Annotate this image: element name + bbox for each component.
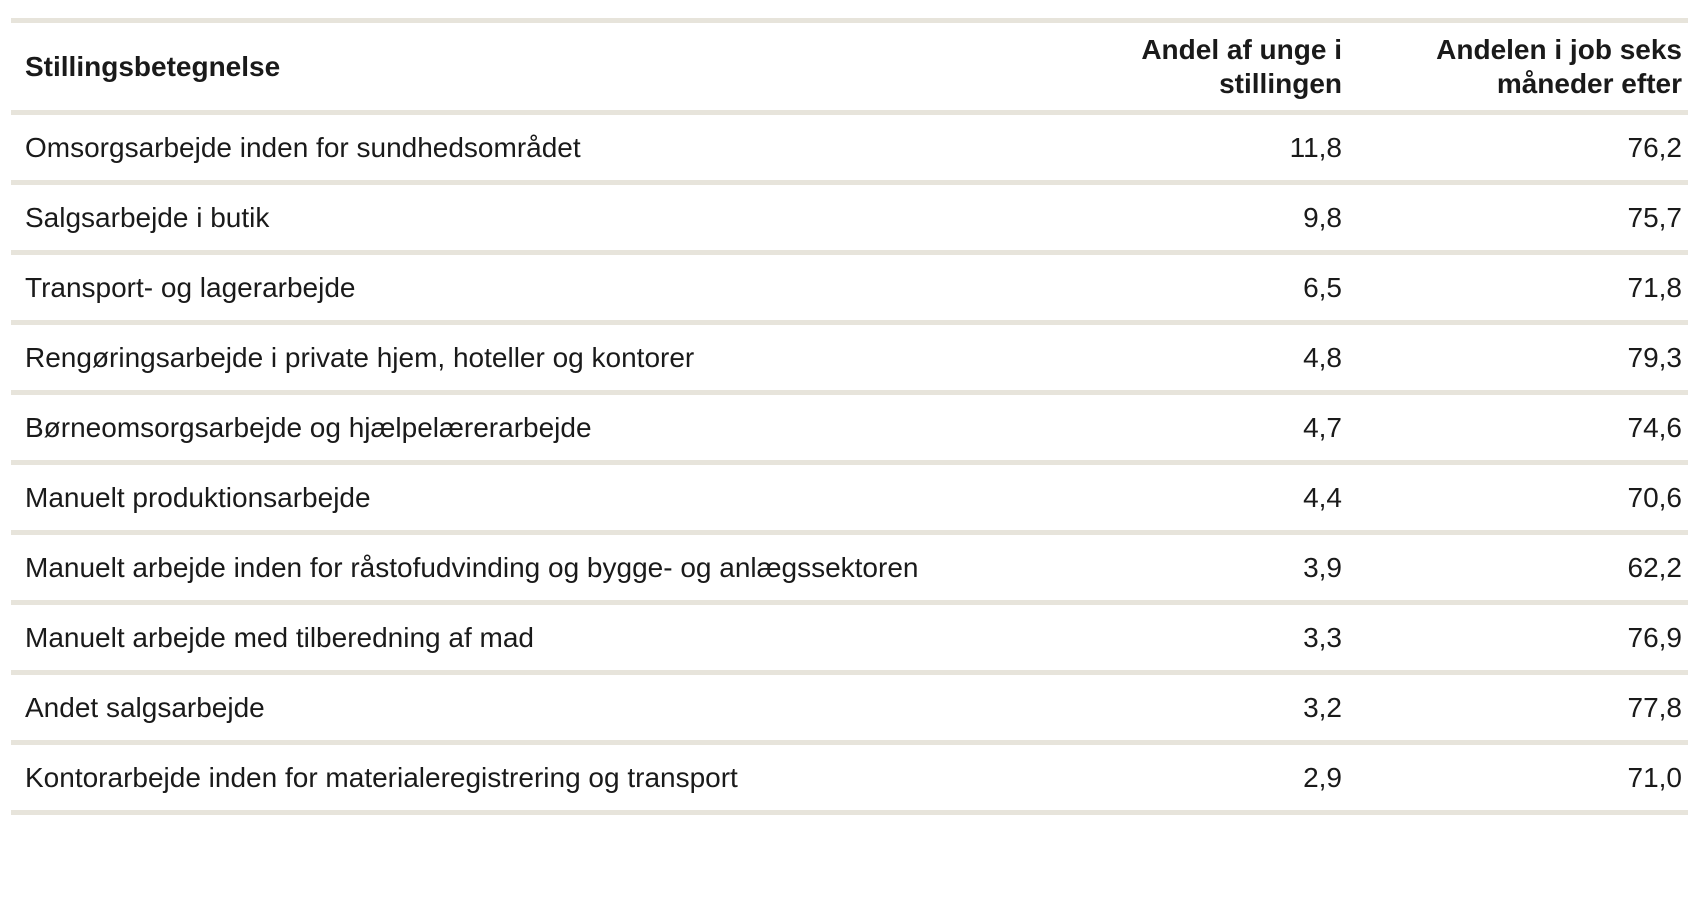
share-in-job-cell: 74,6	[1348, 392, 1688, 465]
column-header-label: Stillingsbetegnelse	[25, 50, 281, 82]
column-header-label-line1: Andel af unge i	[1141, 33, 1342, 65]
job-title-cell: Kontorarbejde inden for materialeregistr…	[11, 742, 1008, 815]
table-row: Omsorgsarbejde inden for sundhedsområdet…	[11, 112, 1688, 185]
table-header: Stillingsbetegnelse Andel af unge i stil…	[11, 20, 1688, 115]
share-of-youth-cell: 3,2	[1008, 672, 1348, 745]
table-row: Manuelt arbejde inden for råstofudvindin…	[11, 532, 1688, 605]
share-of-youth-cell: 2,9	[1008, 742, 1348, 815]
column-header-label-line2: måneder efter	[1496, 67, 1682, 99]
job-title-cell: Børneomsorgsarbejde og hjælpelærerarbejd…	[11, 392, 1008, 465]
header-row: Stillingsbetegnelse Andel af unge i stil…	[11, 20, 1688, 115]
share-of-youth-cell: 3,3	[1008, 602, 1348, 675]
job-title-cell: Manuelt arbejde inden for råstofudvindin…	[11, 532, 1008, 605]
table-row: Transport- og lagerarbejde 6,5 71,8	[11, 252, 1688, 325]
column-header-andel-af-unge: Andel af unge i stillingen	[1008, 20, 1348, 115]
column-header-stillingsbetegnelse: Stillingsbetegnelse	[11, 20, 1008, 115]
share-of-youth-cell: 4,8	[1008, 322, 1348, 395]
table-body: Omsorgsarbejde inden for sundhedsområdet…	[11, 112, 1688, 815]
job-statistics-table: Stillingsbetegnelse Andel af unge i stil…	[11, 18, 1688, 815]
share-in-job-cell: 76,9	[1348, 602, 1688, 675]
table-row: Andet salgsarbejde 3,2 77,8	[11, 672, 1688, 745]
job-title-cell: Omsorgsarbejde inden for sundhedsområdet	[11, 112, 1008, 185]
table-row: Salgsarbejde i butik 9,8 75,7	[11, 182, 1688, 255]
share-in-job-cell: 70,6	[1348, 462, 1688, 535]
share-of-youth-cell: 9,8	[1008, 182, 1348, 255]
share-in-job-cell: 76,2	[1348, 112, 1688, 185]
column-header-label-line2: stillingen	[1219, 67, 1342, 99]
document-page: Stillingsbetegnelse Andel af unge i stil…	[11, 18, 1688, 815]
table-row: Børneomsorgsarbejde og hjælpelærerarbejd…	[11, 392, 1688, 465]
share-in-job-cell: 71,0	[1348, 742, 1688, 815]
column-header-label-line1: Andelen i job seks	[1436, 33, 1682, 65]
share-in-job-cell: 77,8	[1348, 672, 1688, 745]
column-header-andelen-i-job: Andelen i job seks måneder efter	[1348, 20, 1688, 115]
table-row: Manuelt produktionsarbejde 4,4 70,6	[11, 462, 1688, 535]
share-of-youth-cell: 4,4	[1008, 462, 1348, 535]
share-of-youth-cell: 11,8	[1008, 112, 1348, 185]
job-title-cell: Salgsarbejde i butik	[11, 182, 1008, 255]
job-title-cell: Manuelt arbejde med tilberedning af mad	[11, 602, 1008, 675]
share-in-job-cell: 62,2	[1348, 532, 1688, 605]
table-row: Kontorarbejde inden for materialeregistr…	[11, 742, 1688, 815]
table-row: Manuelt arbejde med tilberedning af mad …	[11, 602, 1688, 675]
share-of-youth-cell: 6,5	[1008, 252, 1348, 325]
share-in-job-cell: 75,7	[1348, 182, 1688, 255]
share-in-job-cell: 71,8	[1348, 252, 1688, 325]
table-row: Rengøringsarbejde i private hjem, hotell…	[11, 322, 1688, 395]
share-of-youth-cell: 4,7	[1008, 392, 1348, 465]
share-of-youth-cell: 3,9	[1008, 532, 1348, 605]
job-title-cell: Transport- og lagerarbejde	[11, 252, 1008, 325]
job-title-cell: Manuelt produktionsarbejde	[11, 462, 1008, 535]
share-in-job-cell: 79,3	[1348, 322, 1688, 395]
job-title-cell: Andet salgsarbejde	[11, 672, 1008, 745]
job-title-cell: Rengøringsarbejde i private hjem, hotell…	[11, 322, 1008, 395]
